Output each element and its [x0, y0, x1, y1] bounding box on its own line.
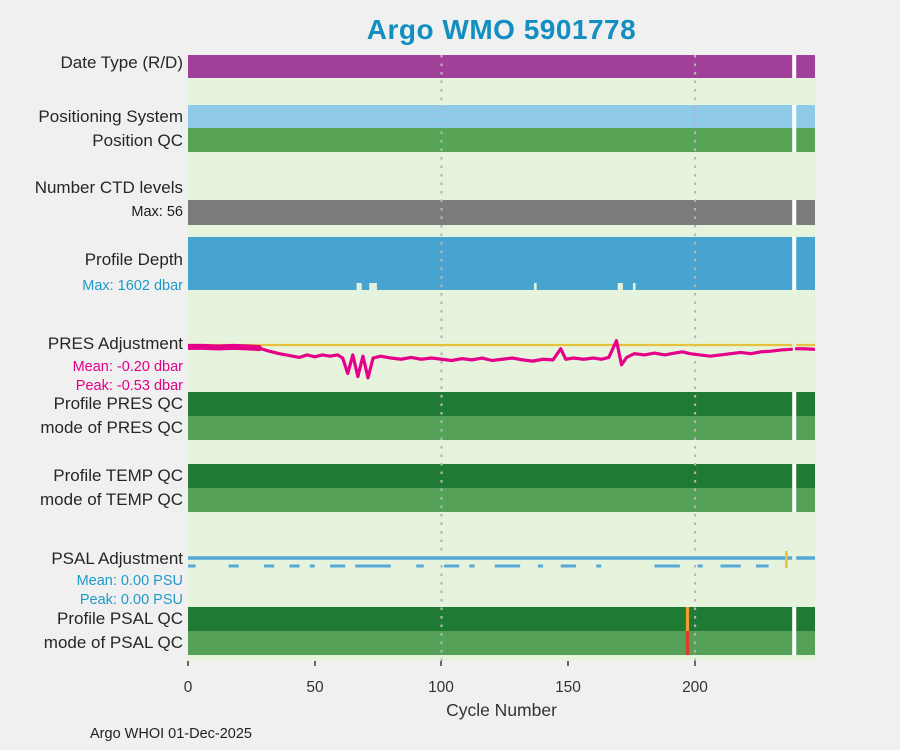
- row-label-position-qc: Position QC: [92, 131, 183, 150]
- figure-title: Argo WMO 5901778: [366, 14, 637, 45]
- row-label-ctd-levels: Number CTD levels: [34, 178, 183, 197]
- x-tick-label-100: 100: [428, 679, 454, 696]
- pres-adjustment-mean: Mean: -0.20 dbar: [72, 359, 183, 375]
- ctd-levels-max-value: Max: 56: [131, 204, 183, 220]
- x-tick-mark-200: [694, 661, 696, 666]
- profile-depth-max-value: Max: 1602 dbar: [82, 278, 183, 294]
- row-label-profile-pres-qc: Profile PRES QC: [53, 394, 183, 413]
- x-tick-label-0: 0: [183, 679, 193, 696]
- plot-area: [188, 55, 815, 661]
- row-label-mode-pres-qc: mode of PRES QC: [40, 418, 183, 437]
- row-label-mode-temp-qc: mode of TEMP QC: [40, 490, 183, 509]
- x-tick-mark-50: [314, 661, 316, 666]
- footer-attribution: Argo WHOI 01-Dec-2025: [90, 726, 252, 742]
- psal-adjustment-mean: Mean: 0.00 PSU: [76, 573, 183, 589]
- chart-canvas: [188, 55, 815, 661]
- row-label-positioning-system: Positioning System: [38, 107, 183, 126]
- row-label-mode-psal-qc: mode of PSAL QC: [43, 633, 183, 652]
- x-tick-label-50: 50: [306, 679, 324, 696]
- x-tick-mark-100: [440, 661, 442, 666]
- x-tick-mark-150: [567, 661, 569, 666]
- psal-adjustment-peak: Peak: 0.00 PSU: [79, 592, 183, 608]
- pres-adjustment-peak: Peak: -0.53 dbar: [75, 378, 183, 394]
- x-tick-label-150: 150: [555, 679, 581, 696]
- row-label-date-type: Date Type (R/D): [60, 53, 183, 72]
- row-label-profile-depth: Profile Depth: [84, 250, 183, 269]
- row-label-pres-adjustment: PRES Adjustment: [47, 334, 183, 353]
- x-tick-label-200: 200: [682, 679, 708, 696]
- row-label-profile-temp-qc: Profile TEMP QC: [53, 466, 183, 485]
- row-label-psal-adjustment: PSAL Adjustment: [51, 549, 183, 568]
- row-label-profile-psal-qc: Profile PSAL QC: [57, 609, 183, 628]
- x-axis-label: Cycle Number: [446, 700, 557, 720]
- x-tick-mark-0: [187, 661, 189, 666]
